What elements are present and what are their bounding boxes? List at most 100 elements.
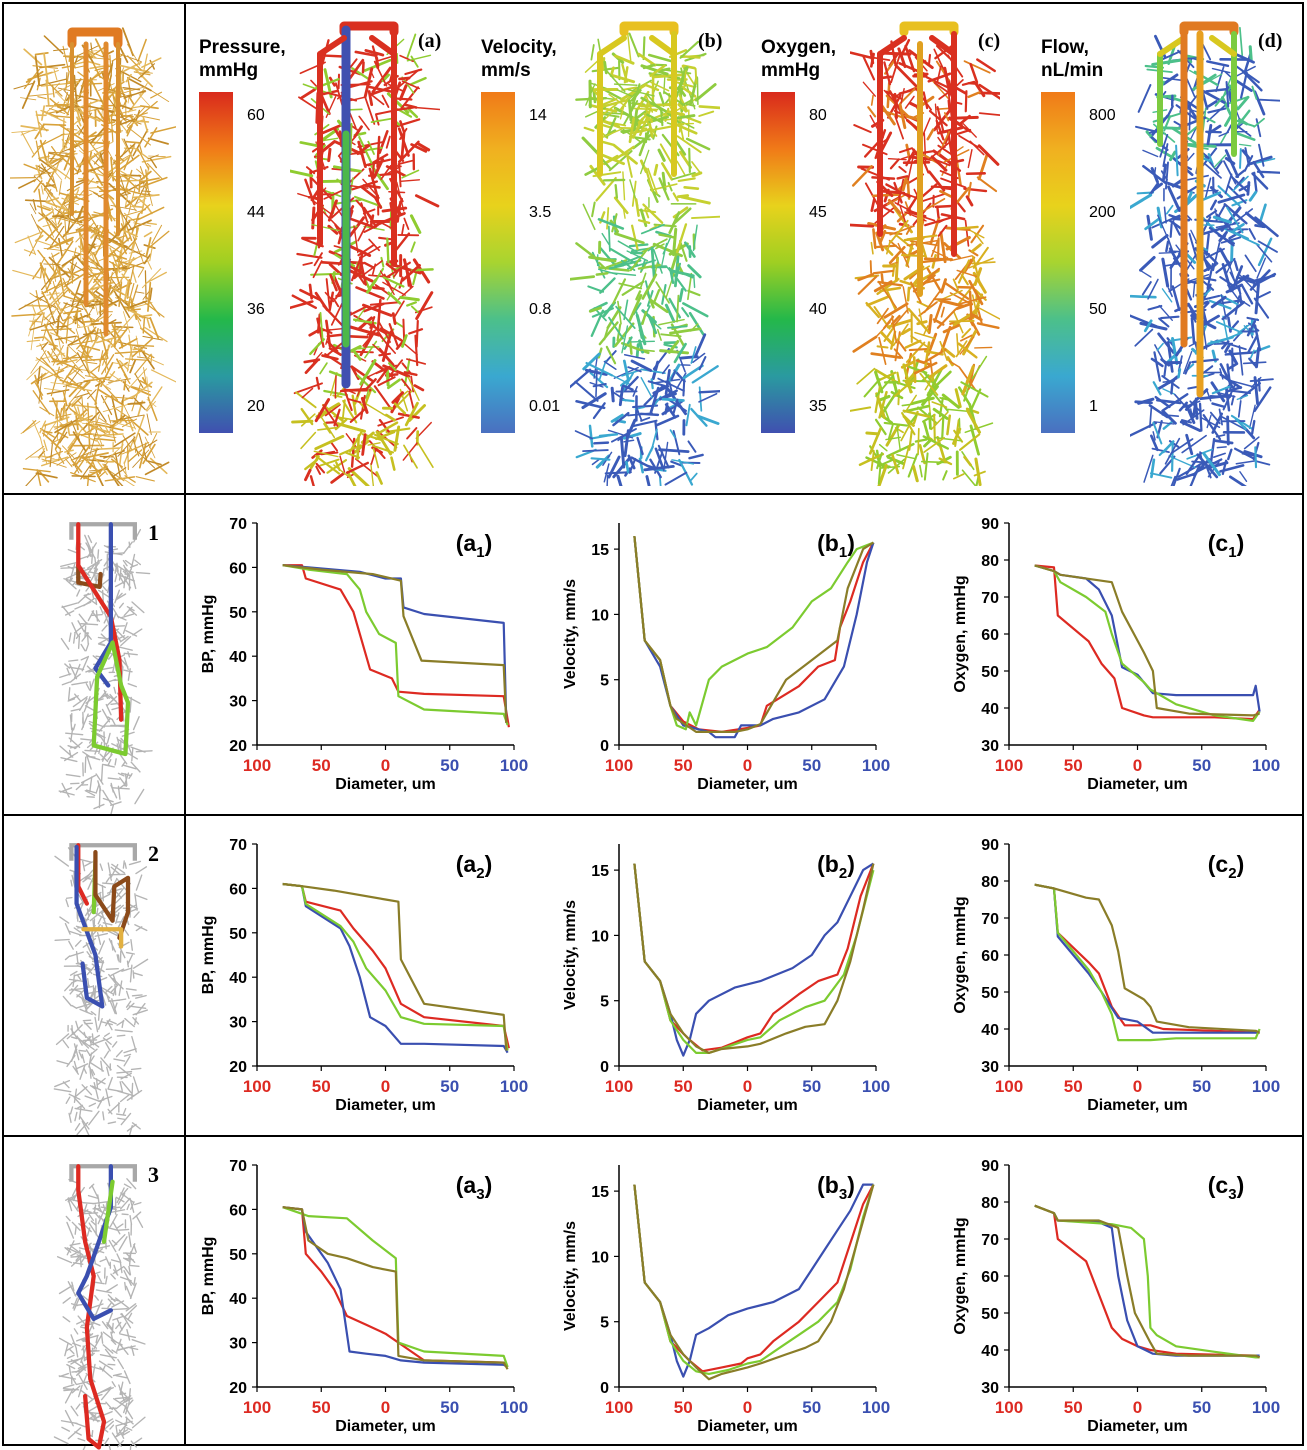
y-tick-label: 40 <box>981 701 999 718</box>
chart-a2: 20 30 40 50 60 70 100 50 0 50 100 Diameter, um BP, m… <box>200 837 528 1114</box>
x-tick-label: 50 <box>802 1077 821 1096</box>
y-axis-label: BP, mmHg <box>200 916 217 995</box>
y-tick-label: 30 <box>981 1059 999 1076</box>
series-line-blue <box>282 564 508 723</box>
divider-row-top <box>2 493 1304 495</box>
y-tick-label: 50 <box>981 1306 999 1323</box>
chart-panel-label: (b2) <box>817 851 855 882</box>
colorbar-tick-label: 3.5 <box>529 204 552 221</box>
colorbar-tick-label: 40 <box>809 301 827 318</box>
x-axis-label: Diameter, um <box>1087 1097 1187 1114</box>
vessel-network-overview <box>10 27 176 486</box>
series-line-red <box>1034 564 1261 721</box>
y-axis-label: Oxygen, mmHg <box>952 575 969 692</box>
colorbar-title-2: Velocity, mm/s <box>481 37 557 81</box>
y-tick-label: 70 <box>229 837 247 854</box>
y-tick-label: 50 <box>229 605 247 622</box>
series-line-red <box>282 564 510 728</box>
panel-label-top-1: (a) <box>418 30 442 52</box>
y-tick-label: 60 <box>981 948 999 965</box>
y-tick-label: 40 <box>229 1291 247 1308</box>
series-line-olive <box>1034 883 1261 1034</box>
series-line-olive <box>1034 564 1260 717</box>
colorbar-tick-label: 35 <box>809 398 827 415</box>
y-tick-label: 70 <box>229 516 247 533</box>
x-tick-label: 100 <box>862 1077 890 1096</box>
series-line-green <box>282 1206 509 1368</box>
chart-c3: 30 40 50 60 70 80 90 100 50 0 50 100 Diameter, um Oxy… <box>952 1158 1280 1435</box>
x-tick-label: 0 <box>743 1398 752 1417</box>
y-tick-label: 15 <box>591 1184 609 1201</box>
y-tick-label: 20 <box>229 738 247 755</box>
x-tick-label: 100 <box>243 1398 271 1417</box>
x-axis-label: Diameter, um <box>335 1097 435 1114</box>
colorbar-title-1: Pressure, mmHg <box>199 37 286 81</box>
y-tick-label: 70 <box>981 911 999 928</box>
chart-panel-label: (c1) <box>1208 530 1244 561</box>
series-line-olive <box>282 1206 509 1370</box>
y-tick-label: 80 <box>981 1195 999 1212</box>
path-rendering-3 <box>53 1164 146 1450</box>
y-tick-label: 50 <box>981 985 999 1002</box>
x-axis-label: Diameter, um <box>1087 1418 1187 1435</box>
x-tick-label: 50 <box>312 756 331 775</box>
colorbar-tick-label: 36 <box>247 301 265 318</box>
chart-b1: 0 5 10 15 100 50 0 50 100 Diameter, um Velocity, m… <box>562 523 890 793</box>
y-tick-label: 50 <box>229 926 247 943</box>
series-line-red <box>633 863 875 1052</box>
colorbar-tick-label: 800 <box>1089 107 1116 124</box>
x-tick-label: 100 <box>605 1398 633 1417</box>
chart-c2: 30 40 50 60 70 80 90 100 50 0 50 100 Diameter, um Oxy… <box>952 837 1280 1114</box>
series-line-olive <box>282 882 508 1051</box>
series-line-blue <box>282 882 509 1054</box>
x-tick-label: 0 <box>381 756 390 775</box>
oxygen-network <box>850 21 1000 486</box>
x-tick-label: 0 <box>1133 1398 1142 1417</box>
y-tick-label: 90 <box>981 1158 999 1175</box>
x-tick-label: 100 <box>500 756 528 775</box>
row-number-1: 1 <box>148 520 159 545</box>
colorbar-tick-label: 0.01 <box>529 398 561 415</box>
x-tick-label: 100 <box>862 1398 890 1417</box>
y-tick-label: 15 <box>591 863 609 880</box>
path-rendering-1 <box>58 522 153 814</box>
y-tick-label: 60 <box>229 881 247 898</box>
colorbar-tick-label: 50 <box>1089 301 1107 318</box>
y-tick-label: 5 <box>600 994 609 1011</box>
y-tick-label: 90 <box>981 837 999 854</box>
pressure-network <box>290 21 440 486</box>
y-tick-label: 30 <box>229 1015 247 1032</box>
series-line-red <box>1034 883 1260 1034</box>
y-tick-label: 70 <box>229 1158 247 1175</box>
divider-row-2 <box>2 1135 1304 1137</box>
colorbar-tick-label: 60 <box>247 107 265 124</box>
y-tick-label: 30 <box>981 1380 999 1397</box>
x-tick-label: 50 <box>1064 756 1083 775</box>
y-tick-label: 50 <box>981 664 999 681</box>
y-tick-label: 0 <box>600 1059 609 1076</box>
chart-panel-label: (c2) <box>1208 851 1244 882</box>
y-tick-label: 60 <box>981 1269 999 1286</box>
chart-c1: 30 40 50 60 70 80 90 100 50 0 50 100 Diameter, um Oxy… <box>952 516 1280 793</box>
series-line-olive <box>633 863 875 1054</box>
colorbar-tick-label: 14 <box>529 107 547 124</box>
series-line-olive <box>633 1184 875 1381</box>
x-tick-label: 100 <box>995 756 1023 775</box>
chart-panel-label: (a1) <box>456 530 492 561</box>
colorbar-1 <box>199 92 233 433</box>
series-line-blue <box>282 1206 509 1368</box>
x-tick-label: 50 <box>1192 1077 1211 1096</box>
colorbar-tick-label: 200 <box>1089 204 1116 221</box>
divider-row-1 <box>2 814 1304 816</box>
x-axis-label: Diameter, um <box>697 1097 797 1114</box>
y-tick-label: 0 <box>600 1380 609 1397</box>
x-tick-label: 0 <box>381 1398 390 1417</box>
x-tick-label: 100 <box>862 756 890 775</box>
y-tick-label: 30 <box>229 694 247 711</box>
y-axis-label: Velocity, mm/s <box>562 579 579 689</box>
chart-b3: 0 5 10 15 100 50 0 50 100 Diameter, um Velocity, m… <box>562 1165 890 1435</box>
x-tick-label: 100 <box>995 1077 1023 1096</box>
y-tick-label: 10 <box>591 1249 609 1266</box>
x-tick-label: 50 <box>440 1398 459 1417</box>
